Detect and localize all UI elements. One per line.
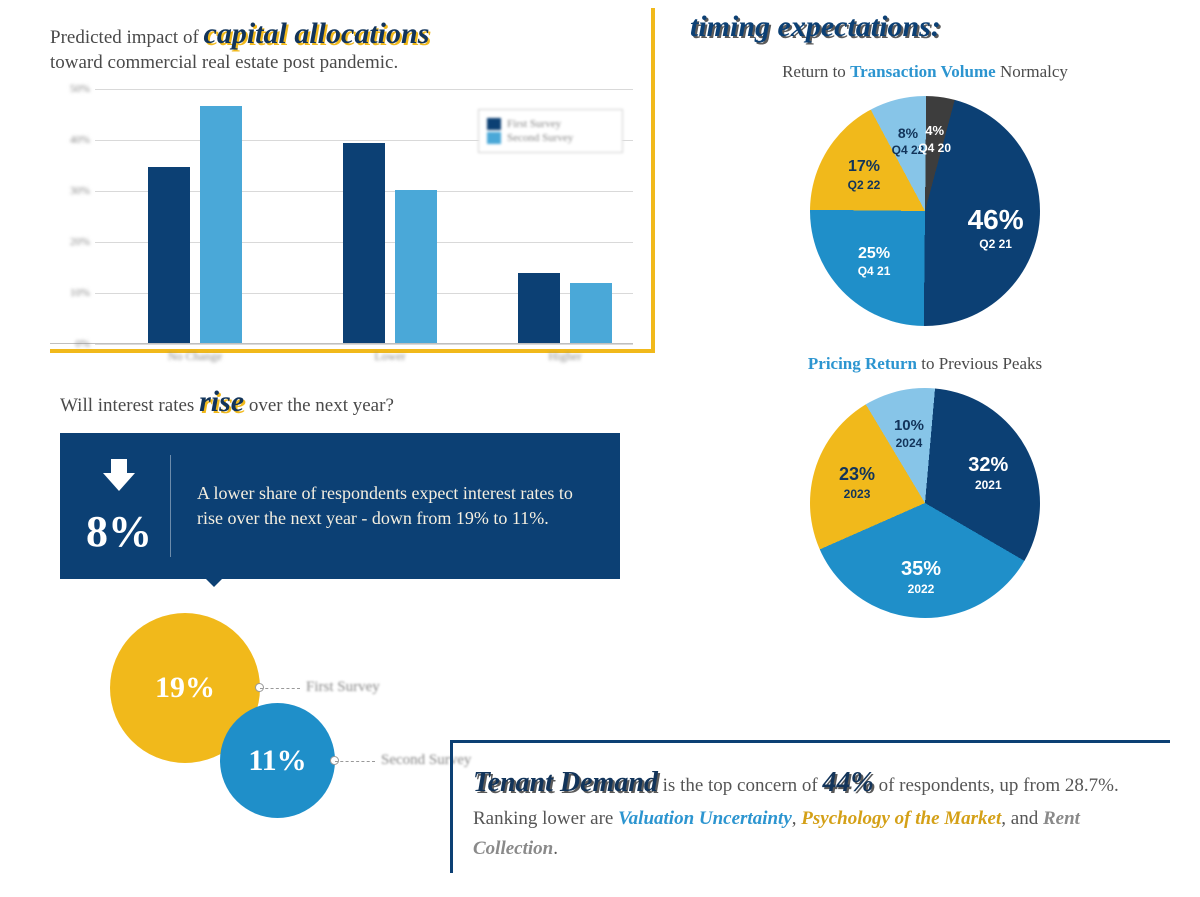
pie-slice-label: 23%2023 [822, 465, 892, 502]
callout-text: A lower share of respondents expect inte… [197, 481, 594, 531]
survey-bubble: 11% [220, 703, 335, 818]
bubble-leader [260, 688, 300, 689]
pie-slice-label: 32%2021 [953, 454, 1023, 494]
bar-xlabel: No Change [125, 349, 265, 364]
bar-ytick: 40% [50, 134, 90, 146]
legend-item: Second Survey [487, 132, 614, 144]
pie-slice-label: 4%Q4 20 [900, 124, 970, 156]
bar-xlabel: Lower [320, 349, 460, 364]
legend-item: First Survey [487, 118, 614, 130]
bar-group: Higher [495, 273, 635, 343]
bar [200, 106, 242, 342]
bubble-label: First Survey [306, 679, 380, 696]
pie-slice-label: 17%Q2 22 [829, 158, 899, 193]
bar-ytick: 0% [50, 338, 90, 350]
transaction-volume-pie: 46%Q2 2125%Q4 2117%Q2 228%Q4 224%Q4 20 [810, 96, 1040, 326]
pie-slice-label: 25%Q4 21 [839, 245, 909, 280]
timing-expectations-section: timing expectations: Return to Transacti… [690, 10, 1160, 618]
pie-slice-label: 10%2024 [874, 418, 944, 452]
bar-ytick: 50% [50, 83, 90, 95]
bar [518, 273, 560, 343]
pie-slice-label: 35%2022 [886, 558, 956, 598]
arrow-down-icon [96, 455, 142, 495]
bar-ytick: 20% [50, 236, 90, 248]
bar [343, 143, 385, 342]
timing-heading: timing expectations: [690, 10, 1160, 44]
bar-chart: First SurveySecond Survey 0%10%20%30%40%… [50, 89, 633, 344]
tenant-demand-panel: Tenant Demand is the top concern of 44% … [450, 740, 1170, 873]
bar-ytick: 30% [50, 185, 90, 197]
pie2-title: Pricing Return to Previous Peaks [690, 354, 1160, 374]
callout-percent: 8% [86, 506, 152, 557]
pie-slice-label: 46%Q2 21 [961, 205, 1031, 253]
pie1-title: Return to Transaction Volume Normalcy [690, 62, 1160, 82]
bar-group: Lower [320, 143, 460, 342]
bar-ytick: 10% [50, 287, 90, 299]
bar-xlabel: Higher [495, 349, 635, 364]
capital-allocations-panel: Predicted impact of capital allocations … [50, 8, 655, 353]
interest-rates-question: Will interest rates rise over the next y… [60, 385, 620, 419]
pricing-return-pie: 32%2021 35%2022 23%2023 10%2024 [810, 388, 1040, 618]
bar-chart-legend: First Survey Second Survey [478, 109, 623, 153]
bar [570, 283, 612, 343]
bar-chart-title: Predicted impact of capital allocations … [50, 16, 633, 75]
bar-group: No Change [125, 106, 265, 342]
bar [148, 167, 190, 343]
bar [395, 190, 437, 343]
interest-rates-callout: 8% A lower share of respondents expect i… [60, 433, 620, 579]
bubble-leader [335, 761, 375, 762]
